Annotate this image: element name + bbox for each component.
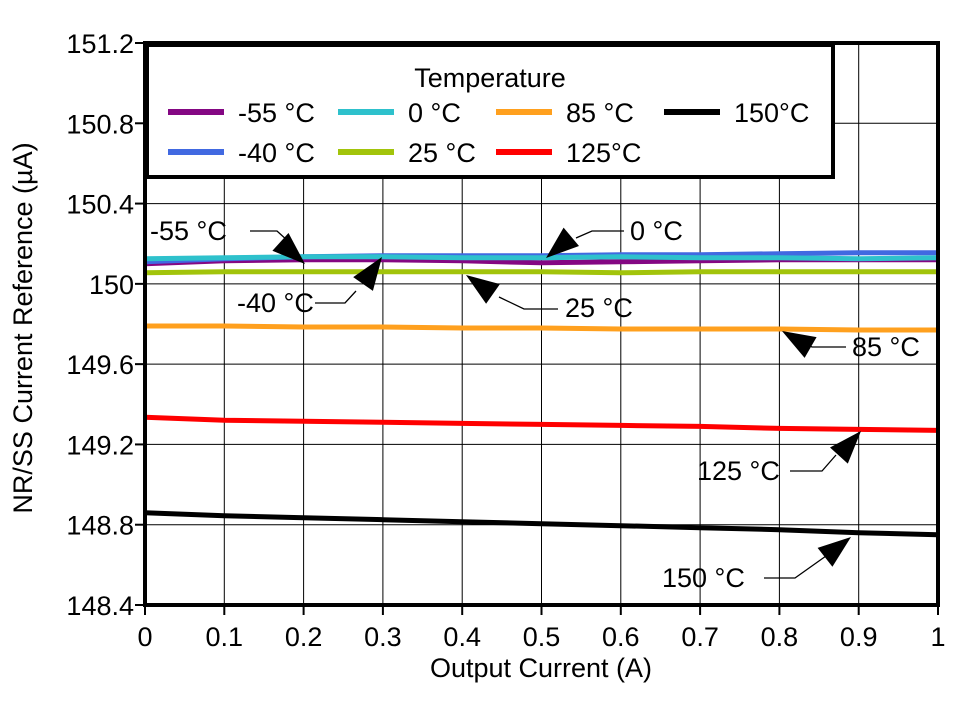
legend-entry: -40 °C (168, 138, 315, 168)
annotation-leader-line (498, 296, 558, 310)
x-axis-title: Output Current (A) (430, 653, 652, 683)
annotation-leader-line (764, 555, 827, 579)
x-tick-label: 0.9 (840, 622, 878, 652)
annotation-arrowhead (782, 331, 817, 358)
annotation-arrowhead (830, 431, 861, 464)
legend-entry-label: 25 °C (408, 138, 476, 168)
annotation-leader-line (790, 454, 837, 472)
annotations-layer: -55 °C 0 °C -40 °C 25 °C 85 °C 125 °C 150 °C (150, 216, 920, 593)
x-tick-label: 0.8 (761, 622, 799, 652)
annotation-label: 150 °C (662, 563, 745, 593)
y-tick-label: 148.8 (66, 511, 134, 541)
annotation-arrowhead (272, 233, 305, 264)
y-tick-label: 151.2 (66, 29, 134, 59)
series-layer (144, 250, 939, 538)
x-tick-label: 0.1 (206, 622, 244, 652)
y-tick-label: 150.8 (66, 109, 134, 139)
series-line-85c (145, 323, 938, 333)
legend-entry-label: -55 °C (238, 98, 315, 128)
y-tick-label: 149.6 (66, 350, 134, 380)
annotation-leader-line (250, 230, 289, 242)
x-tick-label: 0.5 (523, 622, 561, 652)
legend-entry: 150°C (664, 98, 809, 128)
annotation-arrowhead (817, 537, 851, 567)
annotation-label: 85 °C (852, 332, 920, 362)
legend-title: Temperature (414, 63, 566, 93)
x-tick-label: 0.4 (443, 622, 481, 652)
annotation-label: -55 °C (150, 216, 227, 246)
legend-entry: 125°C (496, 138, 641, 168)
legend-entry-label: 85 °C (566, 98, 634, 128)
annotation-label: 125 °C (697, 456, 780, 486)
legend-entry: 25 °C (338, 138, 476, 168)
series-line-0c (144, 254, 939, 262)
tick-layer: 0 0.1 0.2 0.3 0.4 0.5 0.6 0.7 0.8 0.9 1 148.4 148.8 1… (66, 29, 945, 652)
y-tick-label: 150.4 (66, 190, 134, 220)
legend-entry-label: 150°C (734, 98, 809, 128)
legend-entry-label: 0 °C (408, 98, 461, 128)
legend-entry-label: 125°C (566, 138, 641, 168)
x-tick-label: 0.6 (602, 622, 640, 652)
x-tick-label: 0.2 (285, 622, 323, 652)
annotation: 85 °C (782, 331, 920, 362)
annotation-arrowhead (546, 227, 579, 258)
annotation: 125 °C (697, 431, 861, 486)
y-tick-label: 150 (89, 270, 134, 300)
annotation: 25 °C (466, 275, 633, 323)
series-line-125c (144, 414, 939, 433)
annotation: 150 °C (662, 537, 851, 593)
series-line-25c (144, 269, 938, 276)
legend-entry: -55 °C (168, 98, 315, 128)
annotation-leader-line (575, 230, 624, 239)
annotation-label: 25 °C (565, 293, 633, 323)
y-axis-title: NR/SS Current Reference (µA) (8, 142, 38, 513)
legend: Temperature -55 °C -40 °C 0 °C 25 °C 85 °C 12… (145, 43, 835, 179)
x-tick-label: 0 (137, 622, 152, 652)
annotation: 0 °C (546, 216, 683, 258)
legend-entries: -55 °C -40 °C 0 °C 25 °C 85 °C 125°C 150°C (168, 98, 809, 168)
legend-entry-label: -40 °C (238, 138, 315, 168)
annotation-arrowhead (353, 257, 382, 291)
series-line-150c (144, 510, 939, 538)
annotation: -40 °C (237, 257, 382, 318)
annotation-arrowhead (466, 275, 500, 304)
annotation-label: 0 °C (630, 216, 683, 246)
y-tick-label: 148.4 (66, 591, 134, 621)
legend-entry: 0 °C (338, 98, 461, 128)
legend-entry: 85 °C (496, 98, 634, 128)
annotation-leader-line (315, 290, 357, 304)
x-tick-label: 0.7 (681, 622, 719, 652)
x-tick-label: 0.3 (364, 622, 402, 652)
y-tick-label: 149.2 (66, 430, 134, 460)
annotation: -55 °C (150, 216, 305, 264)
annotation-label: -40 °C (237, 288, 314, 318)
x-tick-label: 1 (930, 622, 945, 652)
